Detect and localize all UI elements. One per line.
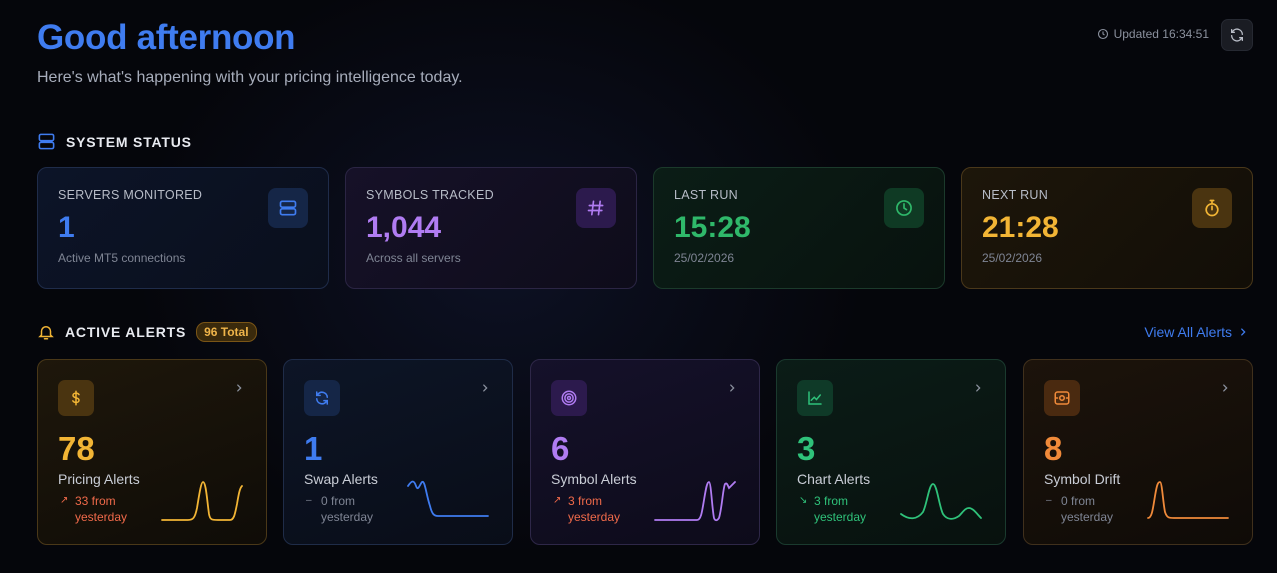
stat-sub: 25/02/2026	[982, 251, 1043, 265]
system-status-title: SYSTEM STATUS	[66, 133, 192, 150]
stopwatch-icon	[1192, 188, 1232, 228]
chevron-right-icon[interactable]	[1220, 382, 1230, 394]
alert-count: 3	[797, 430, 816, 467]
sparkline-path	[161, 481, 243, 521]
alert-count: 1	[304, 430, 323, 467]
stat-card-last-run: LAST RUN 15:28 25/02/2026	[653, 167, 945, 289]
hash-icon	[576, 188, 616, 228]
stat-label: SYMBOLS TRACKED	[366, 188, 494, 202]
refresh-button[interactable]	[1221, 19, 1253, 51]
sparkline	[900, 483, 982, 520]
last-updated: Updated 16:34:51	[1097, 27, 1209, 41]
alert-count: 78	[58, 430, 95, 467]
page-subtitle: Here's what's happening with your pricin…	[37, 69, 463, 86]
stat-card-next-run: NEXT RUN 21:28 25/02/2026	[961, 167, 1253, 289]
active-alerts-heading: ACTIVE ALERTS 96 Total	[37, 322, 257, 342]
delta-value: 0 from	[1061, 494, 1096, 508]
delta-value: 33 from	[75, 494, 116, 508]
alert-card-swap[interactable]: 1 Swap Alerts – 0 from yesterday	[283, 359, 513, 545]
trend-up-icon: ↗	[553, 495, 562, 506]
sparkline	[1147, 481, 1229, 519]
alert-label: Symbol Drift	[1044, 471, 1121, 487]
sparkline	[654, 481, 736, 522]
delta-period: yesterday	[814, 510, 867, 524]
alerts-total-badge: 96 Total	[196, 322, 257, 342]
target-icon	[551, 380, 587, 416]
server-icon	[268, 188, 308, 228]
delta-period: yesterday	[1061, 510, 1114, 524]
alert-card-drift[interactable]: 8 Symbol Drift – 0 from yesterday	[1023, 359, 1253, 545]
last-updated-text: Updated 16:34:51	[1113, 27, 1209, 41]
server-stack-icon	[38, 133, 55, 150]
chart-icon	[797, 380, 833, 416]
stat-value: 15:28	[674, 211, 751, 244]
alert-label: Pricing Alerts	[58, 471, 140, 487]
stat-card-servers: SERVERS MONITORED 1 Active MT5 connectio…	[37, 167, 329, 289]
stat-value: 1,044	[366, 211, 442, 244]
stat-sub: 25/02/2026	[674, 251, 735, 265]
stat-label: NEXT RUN	[982, 188, 1049, 202]
view-all-alerts-link[interactable]: View All Alerts	[1144, 324, 1248, 340]
alert-delta: – 0 from yesterday	[1046, 493, 1141, 525]
alert-count: 6	[551, 430, 570, 467]
alert-delta: ↗ 33 from yesterday	[60, 493, 155, 525]
stat-label: LAST RUN	[674, 188, 738, 202]
alert-delta: ↗ 3 from yesterday	[553, 493, 648, 525]
stat-value: 1	[58, 211, 75, 244]
delta-period: yesterday	[75, 510, 128, 524]
chevron-right-icon	[1241, 328, 1246, 336]
delta-period: yesterday	[568, 510, 621, 524]
trend-flat-icon: –	[306, 495, 312, 506]
alert-card-pricing[interactable]: 78 Pricing Alerts ↗ 33 from yesterday	[37, 359, 267, 545]
refresh-icon	[1231, 28, 1243, 42]
alert-card-symbol[interactable]: 6 Symbol Alerts ↗ 3 from yesterday	[530, 359, 760, 545]
chevron-right-icon[interactable]	[480, 382, 490, 394]
trend-down-icon: ↘	[799, 495, 808, 506]
sparkline-path	[407, 480, 489, 517]
view-all-label: View All Alerts	[1144, 324, 1232, 340]
alert-delta: – 0 from yesterday	[306, 493, 401, 525]
active-alerts-title: ACTIVE ALERTS	[65, 324, 187, 340]
alert-card-chart[interactable]: 3 Chart Alerts ↘ 3 from yesterday	[776, 359, 1006, 545]
drift-icon	[1044, 380, 1080, 416]
stat-sub: Across all servers	[366, 251, 461, 265]
bell-icon	[38, 326, 54, 340]
stat-card-symbols: SYMBOLS TRACKED 1,044 Across all servers	[345, 167, 637, 289]
sparkline	[161, 481, 243, 521]
dollar-icon	[58, 380, 94, 416]
clock-icon	[884, 188, 924, 228]
stat-value: 21:28	[982, 211, 1059, 244]
alert-label: Symbol Alerts	[551, 471, 637, 487]
alert-label: Swap Alerts	[304, 471, 378, 487]
sparkline-path	[654, 481, 736, 522]
chevron-right-icon[interactable]	[727, 382, 737, 394]
trend-flat-icon: –	[1046, 495, 1052, 506]
sparkline	[407, 480, 489, 517]
sparkline-path	[900, 483, 982, 520]
sparkline-path	[1147, 481, 1229, 519]
trend-up-icon: ↗	[60, 495, 69, 506]
system-status-heading: SYSTEM STATUS	[37, 132, 192, 151]
alert-count: 8	[1044, 430, 1063, 467]
page-title: Good afternoon	[37, 18, 296, 57]
clock-small-icon	[1097, 28, 1108, 40]
delta-value: 3 from	[814, 494, 849, 508]
chevron-right-icon[interactable]	[973, 382, 983, 394]
stat-label: SERVERS MONITORED	[58, 188, 203, 202]
chevron-right-icon[interactable]	[234, 382, 244, 394]
delta-value: 3 from	[568, 494, 603, 508]
alert-label: Chart Alerts	[797, 471, 871, 487]
delta-value: 0 from	[321, 494, 356, 508]
stat-sub: Active MT5 connections	[58, 251, 186, 265]
alert-delta: ↘ 3 from yesterday	[799, 493, 894, 525]
swap-icon	[304, 380, 340, 416]
delta-period: yesterday	[321, 510, 374, 524]
